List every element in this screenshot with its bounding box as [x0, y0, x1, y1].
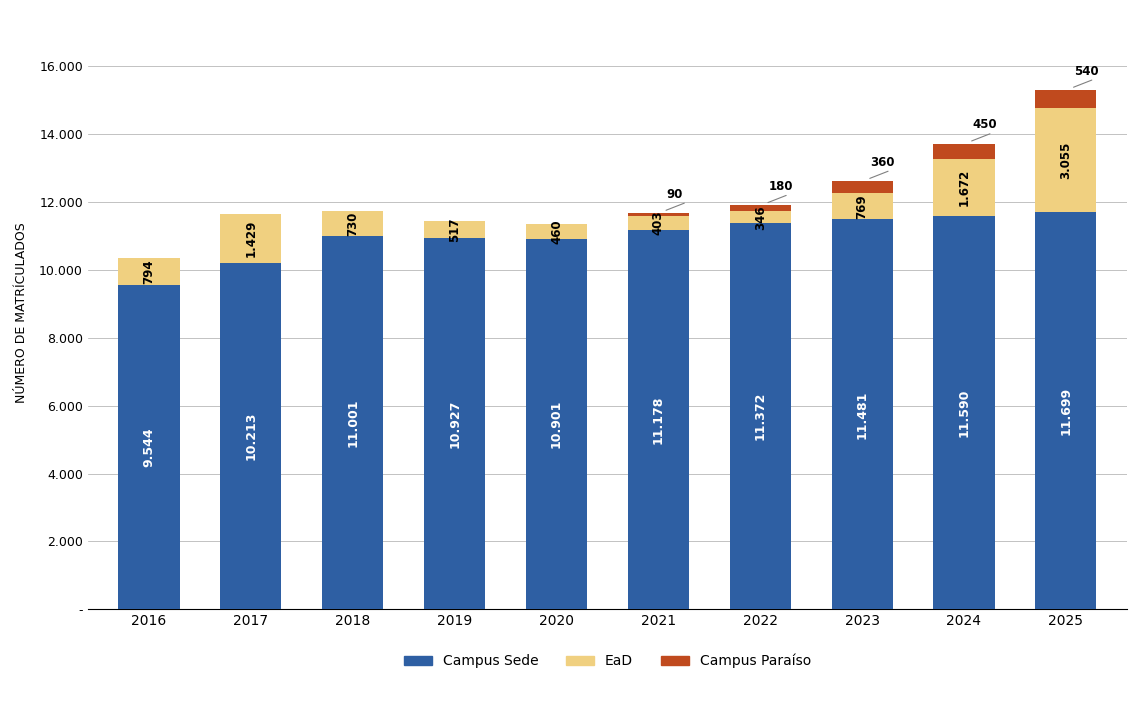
Text: 794: 794: [143, 259, 155, 284]
Legend: Campus Sede, EaD, Campus Paraíso: Campus Sede, EaD, Campus Paraíso: [399, 648, 817, 674]
Bar: [526, 239, 587, 609]
Text: 450: 450: [972, 118, 997, 132]
Bar: [628, 216, 689, 230]
Bar: [933, 159, 995, 216]
Bar: [933, 216, 995, 609]
Text: 10.927: 10.927: [448, 400, 461, 448]
Bar: [831, 181, 893, 194]
Bar: [1036, 90, 1096, 108]
Text: 11.001: 11.001: [346, 398, 360, 447]
Bar: [1036, 108, 1096, 212]
Text: 360: 360: [870, 156, 895, 169]
Bar: [220, 214, 281, 263]
Bar: [220, 263, 281, 609]
Text: 10.901: 10.901: [550, 400, 563, 449]
Text: 3.055: 3.055: [1060, 141, 1072, 179]
Text: 1.672: 1.672: [957, 168, 971, 206]
Bar: [322, 235, 384, 609]
Bar: [424, 238, 485, 609]
Bar: [119, 258, 179, 285]
Text: 10.213: 10.213: [244, 412, 257, 460]
Text: 90: 90: [667, 188, 683, 201]
Bar: [933, 144, 995, 159]
Text: 403: 403: [652, 211, 665, 235]
Text: 11.590: 11.590: [957, 388, 971, 437]
Y-axis label: NÚMERO DE MATRÍCULADOS: NÚMERO DE MATRÍCULADOS: [15, 222, 29, 402]
Text: 180: 180: [769, 180, 793, 193]
Bar: [730, 205, 790, 212]
Bar: [831, 194, 893, 220]
Text: 11.372: 11.372: [754, 392, 766, 441]
Text: 11.178: 11.178: [652, 395, 665, 444]
Text: 517: 517: [448, 217, 461, 242]
Text: 769: 769: [855, 194, 869, 219]
Bar: [424, 221, 485, 238]
Bar: [628, 230, 689, 609]
Bar: [730, 212, 790, 223]
Bar: [526, 223, 587, 239]
Bar: [628, 213, 689, 216]
Bar: [831, 220, 893, 609]
Text: 11.481: 11.481: [855, 390, 869, 438]
Text: 1.429: 1.429: [244, 220, 257, 257]
Bar: [1036, 212, 1096, 609]
Text: 460: 460: [550, 219, 563, 243]
Text: 11.699: 11.699: [1060, 387, 1072, 435]
Bar: [119, 285, 179, 609]
Bar: [322, 211, 384, 235]
Text: 540: 540: [1073, 65, 1099, 78]
Text: 346: 346: [754, 205, 766, 230]
Text: 9.544: 9.544: [143, 428, 155, 467]
Bar: [730, 223, 790, 609]
Text: 730: 730: [346, 211, 360, 235]
